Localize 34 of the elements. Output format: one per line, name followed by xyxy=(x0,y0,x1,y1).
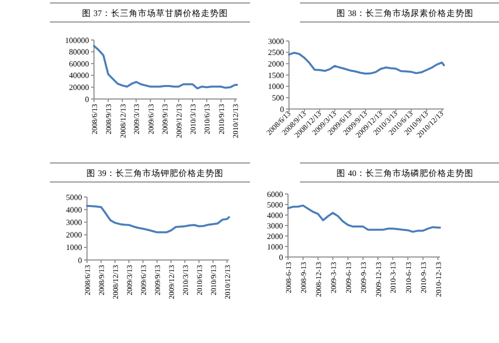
y-tick-label: 0 xyxy=(279,252,283,262)
y-tick-label: 100000 xyxy=(65,36,89,45)
line-series xyxy=(86,204,230,234)
y-tick-label: 60000 xyxy=(69,59,89,68)
line-series xyxy=(288,52,445,75)
chart-title: 图 37：长三角市场草甘膦价格走势图 xyxy=(82,8,228,18)
y-tick-label: 3000 xyxy=(66,218,82,227)
y-tick-label: 5000 xyxy=(66,192,82,202)
line-series xyxy=(93,44,238,90)
y-tick-label: 2000 xyxy=(268,59,284,68)
y-tick-label: 2500 xyxy=(268,48,284,58)
chart-title: 图 40：长三角市场磷肥价格走势图 xyxy=(336,168,474,178)
y-tick-label: 1000 xyxy=(66,243,82,252)
y-tick-label: 2000 xyxy=(66,230,82,240)
chart-title: 图 39：长三角市场钾肥价格走势图 xyxy=(86,168,224,178)
y-tick-label: 1500 xyxy=(268,70,284,80)
y-tick-label: 5000 xyxy=(267,200,283,210)
y-tick-label: 2000 xyxy=(267,232,283,241)
y-tick-label: 6000 xyxy=(267,190,283,199)
y-tick-label: 3000 xyxy=(267,221,283,230)
chart-title: 图 38：长三角市场尿素价格走势图 xyxy=(336,8,474,18)
line-series xyxy=(287,204,441,233)
y-tick-label: 3000 xyxy=(268,36,284,46)
y-tick-label: 0 xyxy=(280,104,284,114)
y-tick-label: 1000 xyxy=(267,242,283,252)
y-tick-label: 80000 xyxy=(69,48,89,57)
y-tick-label: 0 xyxy=(85,94,89,104)
y-tick-label: 20000 xyxy=(69,83,89,92)
y-tick-label: 1000 xyxy=(268,82,284,92)
y-tick-label: 4000 xyxy=(267,210,283,220)
y-tick-label: 500 xyxy=(272,93,284,102)
y-tick-label: 0 xyxy=(78,256,82,265)
y-tick-label: 40000 xyxy=(69,71,89,80)
y-tick-label: 4000 xyxy=(66,205,82,214)
